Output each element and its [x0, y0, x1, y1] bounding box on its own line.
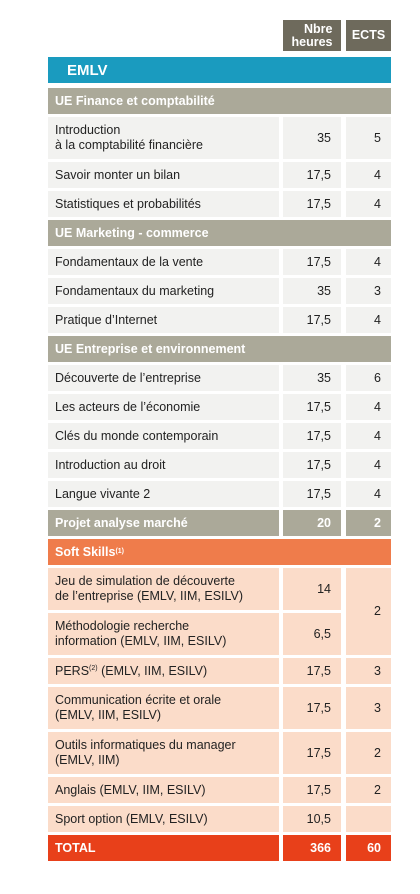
- soft-skills-title: Soft Skills (1): [48, 539, 391, 565]
- course-label: Pratique d’Internet: [48, 307, 279, 333]
- total-hours: 366: [283, 835, 341, 861]
- label-text: Jeu de simulation de découverte de l’ent…: [55, 574, 243, 604]
- shared-ects: 2: [346, 568, 391, 655]
- soft-skill-label: Sport option (EMLV, ESILV): [48, 806, 279, 832]
- course-label: Langue vivante 2: [48, 481, 279, 507]
- section-title: UE Finance et comptabilité: [48, 88, 391, 114]
- soft-skill-hours: 17,5: [283, 658, 341, 684]
- course-hours: 17,5: [283, 394, 341, 420]
- soft-skill-name: Méthodologie recherche information (EMLV…: [55, 619, 227, 648]
- soft-skill-label: PERS(2) (EMLV, IIM, ESILV): [48, 658, 279, 684]
- course-hours: 17,5: [283, 249, 341, 275]
- soft-skill-label: Jeu de simulation de découverte de l’ent…: [48, 568, 279, 610]
- course-ects: 4: [346, 191, 391, 217]
- soft-skill-ects: 2: [346, 777, 391, 803]
- course-ects: 3: [346, 278, 391, 304]
- soft-skill-scope: (EMLV, IIM, ESILV): [97, 663, 208, 678]
- course-label: Introduction au droit: [48, 452, 279, 478]
- course-hours: 17,5: [283, 307, 341, 333]
- soft-skill-ects: 3: [346, 658, 391, 684]
- label-text: Anglais (EMLV, IIM, ESILV): [55, 783, 206, 798]
- course-hours: 35: [283, 365, 341, 391]
- label-text: Outils informatiques du manager (EMLV, I…: [55, 738, 236, 768]
- course-hours: 35: [283, 117, 341, 159]
- course-label: Savoir monter un bilan: [48, 162, 279, 188]
- hours-header: Nbre heures: [283, 20, 341, 51]
- soft-skill-name: Communication écrite et orale (EMLV, IIM…: [55, 693, 222, 722]
- course-label: Découverte de l’entreprise: [48, 365, 279, 391]
- course-label: Fondamentaux du marketing: [48, 278, 279, 304]
- soft-skill-hours: 17,5: [283, 687, 341, 729]
- footnote-ref: (2): [89, 664, 98, 672]
- soft-skill-label: Méthodologie recherche information (EMLV…: [48, 613, 279, 655]
- soft-skill-hours: 17,5: [283, 732, 341, 774]
- course-hours: 17,5: [283, 452, 341, 478]
- course-label: Fondamentaux de la vente: [48, 249, 279, 275]
- course-ects: 4: [346, 307, 391, 333]
- course-label: Clés du monde contemporain: [48, 423, 279, 449]
- projet-ects: 2: [346, 510, 391, 536]
- soft-skill-name: Anglais (EMLV, IIM, ESILV): [55, 782, 206, 797]
- course-ects: 4: [346, 481, 391, 507]
- total-ects: 60: [346, 835, 391, 861]
- course-hours: 17,5: [283, 191, 341, 217]
- projet-hours: 20: [283, 510, 341, 536]
- soft-skill-hours: 17,5: [283, 777, 341, 803]
- soft-skill-ects: [346, 806, 391, 832]
- course-ects: 4: [346, 394, 391, 420]
- soft-skill-name: Outils informatiques du manager (EMLV, I…: [55, 738, 236, 767]
- label-text: Méthodologie recherche information (EMLV…: [55, 619, 226, 649]
- soft-skill-ects: 2: [346, 732, 391, 774]
- soft-skill-hours: 14: [283, 568, 341, 610]
- course-hours: 17,5: [283, 162, 341, 188]
- section-title: UE Marketing - commerce: [48, 220, 391, 246]
- label-text: PERS(2) (EMLV, IIM, ESILV): [55, 664, 207, 679]
- soft-skill-label: Anglais (EMLV, IIM, ESILV): [48, 777, 279, 803]
- course-hours: 17,5: [283, 423, 341, 449]
- course-hours: 35: [283, 278, 341, 304]
- total-label: TOTAL: [48, 835, 279, 861]
- course-label: Introduction à la comptabilité financièr…: [48, 117, 279, 159]
- label-text: Sport option (EMLV, ESILV): [55, 812, 208, 827]
- ects-header: ECTS: [346, 20, 391, 51]
- label-text: Communication écrite et orale (EMLV, IIM…: [55, 693, 221, 723]
- course-ects: 5: [346, 117, 391, 159]
- soft-skill-hours: 6,5: [283, 613, 341, 655]
- soft-skills-name: Soft Skills: [55, 544, 116, 559]
- projet-label: Projet analyse marché: [48, 510, 279, 536]
- soft-skill-hours: 10,5: [283, 806, 341, 832]
- soft-skill-name: PERS: [55, 663, 90, 678]
- soft-skill-ects: 3: [346, 687, 391, 729]
- soft-skill-name: Sport option (EMLV, ESILV): [55, 811, 208, 826]
- course-ects: 4: [346, 423, 391, 449]
- section-title: UE Entreprise et environnement: [48, 336, 391, 362]
- course-ects: 4: [346, 249, 391, 275]
- program-title: EMLV: [48, 57, 391, 83]
- course-ects: 4: [346, 162, 391, 188]
- soft-skill-name: Jeu de simulation de découverte de l’ent…: [55, 574, 244, 603]
- course-ects: 6: [346, 365, 391, 391]
- course-ects: 4: [346, 452, 391, 478]
- soft-skill-label: Outils informatiques du manager (EMLV, I…: [48, 732, 279, 774]
- soft-skill-label: Communication écrite et orale (EMLV, IIM…: [48, 687, 279, 729]
- course-label: Statistiques et probabilités: [48, 191, 279, 217]
- course-hours: 17,5: [283, 481, 341, 507]
- course-label: Les acteurs de l’économie: [48, 394, 279, 420]
